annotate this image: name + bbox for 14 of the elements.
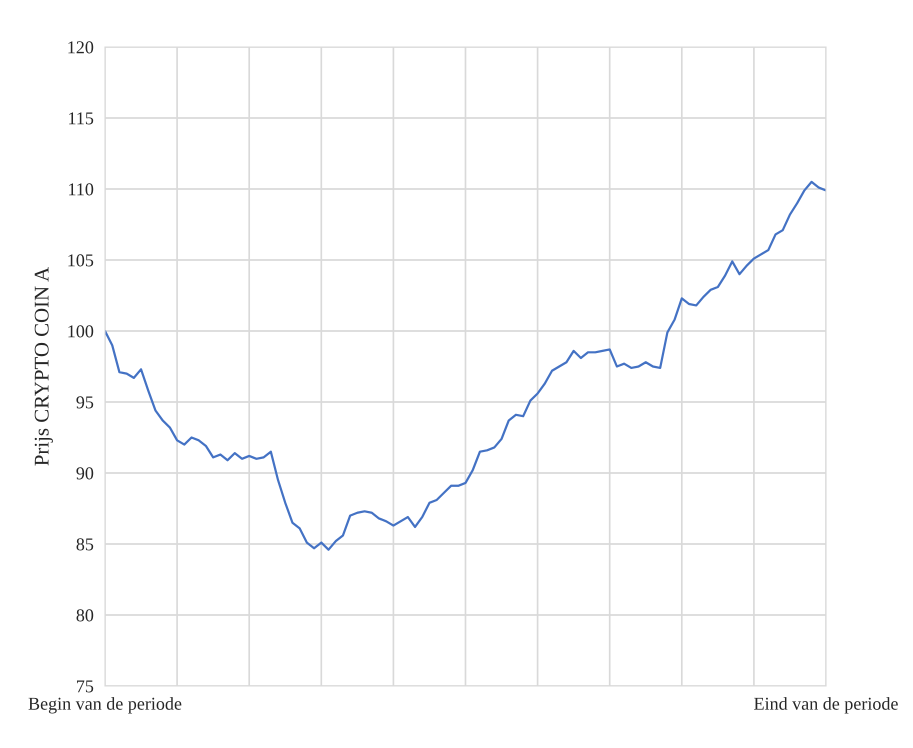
y-tick-label: 75	[77, 680, 94, 692]
y-tick-label: 100	[68, 325, 94, 338]
y-tick-label: 105	[68, 254, 94, 266]
y-tick-label: 120	[68, 41, 94, 54]
x-tick-label: Begin van de periode	[28, 697, 182, 714]
y-axis-title: Prijs CRYPTO COIN A	[34, 266, 53, 466]
y-tick-label: 115	[69, 112, 94, 124]
y-tick-label: 110	[69, 183, 94, 196]
y-tick-label: 80	[76, 609, 94, 622]
y-tick-label: 85	[76, 538, 94, 550]
x-tick-label: Eind van de periode	[754, 697, 898, 714]
line-series	[105, 180, 826, 551]
y-tick-label: 95	[76, 396, 94, 408]
y-tick-label: 90	[76, 467, 94, 480]
